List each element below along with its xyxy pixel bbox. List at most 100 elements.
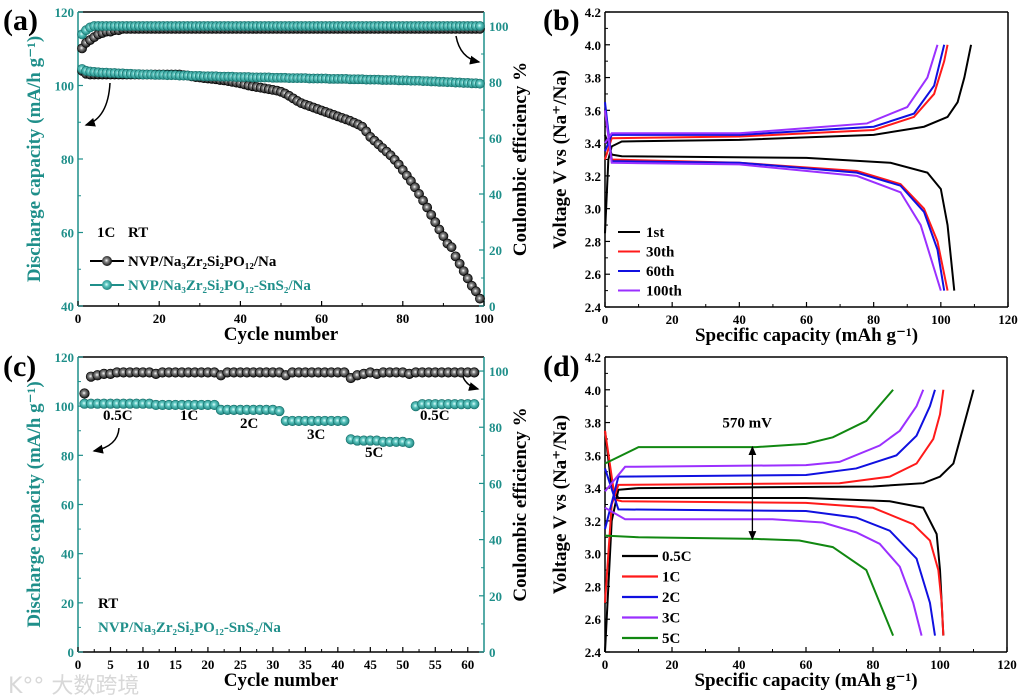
panel-c-data-point [79,388,90,399]
panel-c-y2tick-label: 80 [489,420,502,435]
panel-c-data-point [469,399,480,410]
panel-b-ytick-label: 2.8 [585,234,602,249]
panel-c-rate-label: 0.5C [420,408,450,424]
panel-d-charge-curve-3C [604,389,925,493]
panel-b-charge-curve-1st [604,44,973,234]
panel-b-ytick-label: 2.6 [585,267,602,282]
panel-d-ytick-label: 4.0 [585,383,601,398]
panel-c-letter: (c) [3,350,36,383]
panel-d-discharge-curve-2C [604,468,936,636]
panel-b-xtick-label: 20 [666,312,679,327]
panel-a-data-point [430,217,441,228]
panel-c-ytick-label: 40 [61,547,74,562]
panel-a-y2tick-label: 40 [489,187,502,202]
panel-d-legend-label: 5C [662,631,680,647]
panel-a-data-point [454,258,465,269]
panel-a-data-point [462,273,473,284]
panel-a-xlabel: Cycle number [224,324,339,345]
panel-a-legend-label: NVP/Na₃Zr₂Si₂PO₁₂/Na [128,254,277,270]
panel-b-letter: (b) [543,4,580,37]
panel-c-xtick-label: 30 [266,657,279,672]
panel-c-y2tick-label: 40 [489,533,502,548]
panel-a-ytick-label: 40 [61,299,74,314]
panel-c-data-point [339,415,350,427]
panel-c-xtick-label: 25 [234,657,248,672]
panel-b-discharge-curve-30th [604,110,949,291]
panel-b-ytick-label: 3.2 [585,169,601,184]
panel-a-temp-label: RT [128,225,148,241]
panel-d-ytick-label: 2.8 [585,579,602,594]
panel-b-discharge-curve-100th [604,110,942,291]
panel-c-xtick-label: 5 [107,657,114,672]
panel-c-data-point [274,405,285,417]
panel-b-ytick-label: 3.6 [585,103,602,118]
panel-c-xtick-label: 55 [429,657,443,672]
panel-a-y2label: Coulombic efficiency % [510,62,531,256]
panel-c-ytick-label: 60 [61,498,74,513]
panel-c-xtick-label: 40 [331,657,344,672]
panel-d-ytick-label: 3.2 [585,514,601,529]
panel-c-xtick-label: 10 [136,657,149,672]
panel-a-ytick-label: 60 [61,226,74,241]
panel-c-rate-label: 5C [365,445,383,461]
panel-b-ytick-label: 3.0 [585,202,601,217]
panel-c-rate-label: 3C [307,427,325,443]
panel-d-discharge-curve-1C [604,430,945,636]
panel-a-xtick-label: 0 [75,311,82,326]
panel-c-xtick-label: 45 [364,657,378,672]
panel-b-xtick-label: 40 [733,312,746,327]
panel-d-legend-label: 0.5C [662,549,692,565]
panel-a-y2tick-label: 20 [489,243,502,258]
panel-b-charge-curve-100th [604,44,939,144]
panel-c-data-point [469,367,480,378]
panel-d-xtick-label: 80 [867,657,880,672]
panel-b-xlabel: Specific capacity (mAh g⁻¹) [695,325,918,346]
panel-c-y2tick-label: 0 [489,645,496,660]
panel-b-ytick-label: 4.0 [585,38,601,53]
panel-a-xtick-label: 60 [315,311,328,326]
panel-a-y2tick-label: 0 [489,299,496,314]
panel-c-xtick-label: 60 [461,657,474,672]
panel-b-xtick-label: 120 [998,312,1018,327]
panel-c-xtick-label: 20 [201,657,214,672]
panel-a-xtick-label: 80 [396,311,409,326]
panel-c-xtick-label: 0 [75,657,82,672]
panel-a-data-point [475,21,485,31]
panel-d-legend-label: 3C [662,611,680,627]
panel-b-discharge-curve-1st [604,134,956,291]
panel-d-xtick-label: 0 [602,657,609,672]
panel-d-ytick-label: 3.8 [585,416,602,431]
watermark: K°° 大数跨境 [8,674,140,699]
panel-a-data-point [438,231,449,242]
panel-b-ylabel: Voltage V vs (Na⁺/Na) [550,70,571,249]
panel-a-data-point [446,242,457,253]
panel-a-legend-marker [102,280,112,290]
panel-c-xtick-label: 50 [396,657,409,672]
panel-a-data-point [458,266,469,276]
panel-a-data-point [426,209,437,220]
panel-a-ytick-label: 80 [61,152,74,167]
panel-b-legend-label: 30th [646,245,675,261]
panel-b-ytick-label: 4.2 [585,5,601,20]
panel-c-ytick-label: 80 [61,448,74,463]
panel-d-ytick-label: 3.6 [585,448,602,463]
panel-d-legend-label: 2C [662,590,680,606]
panel-b-charge-curve-30th [604,44,949,160]
panel-d-charge-curve-2C [604,389,936,530]
panel-a-data-point [475,78,485,89]
panel-a-rate-label: 1C [97,225,115,241]
panel-d-xtick-label: 120 [997,657,1017,672]
panel-d-xtick-label: 40 [733,657,746,672]
arrow-left-axis-a [84,82,111,127]
panel-d-discharge-curve-5C [604,534,895,636]
panel-b-legend-label: 60th [646,264,675,280]
panel-a-xtick-label: 20 [153,311,166,326]
panel-c-xlabel: Cycle number [224,670,339,691]
panel-a-y2tick-label: 80 [489,75,502,90]
panel-b-xtick-label: 100 [931,312,951,327]
panel-c-rate-label: 0.5C [103,408,133,424]
panel-b-ytick-label: 2.4 [585,300,602,315]
panel-a-ylabel: Discharge capacity (mA/h g⁻¹) [24,36,45,282]
panel-d-ytick-label: 4.2 [585,350,601,365]
